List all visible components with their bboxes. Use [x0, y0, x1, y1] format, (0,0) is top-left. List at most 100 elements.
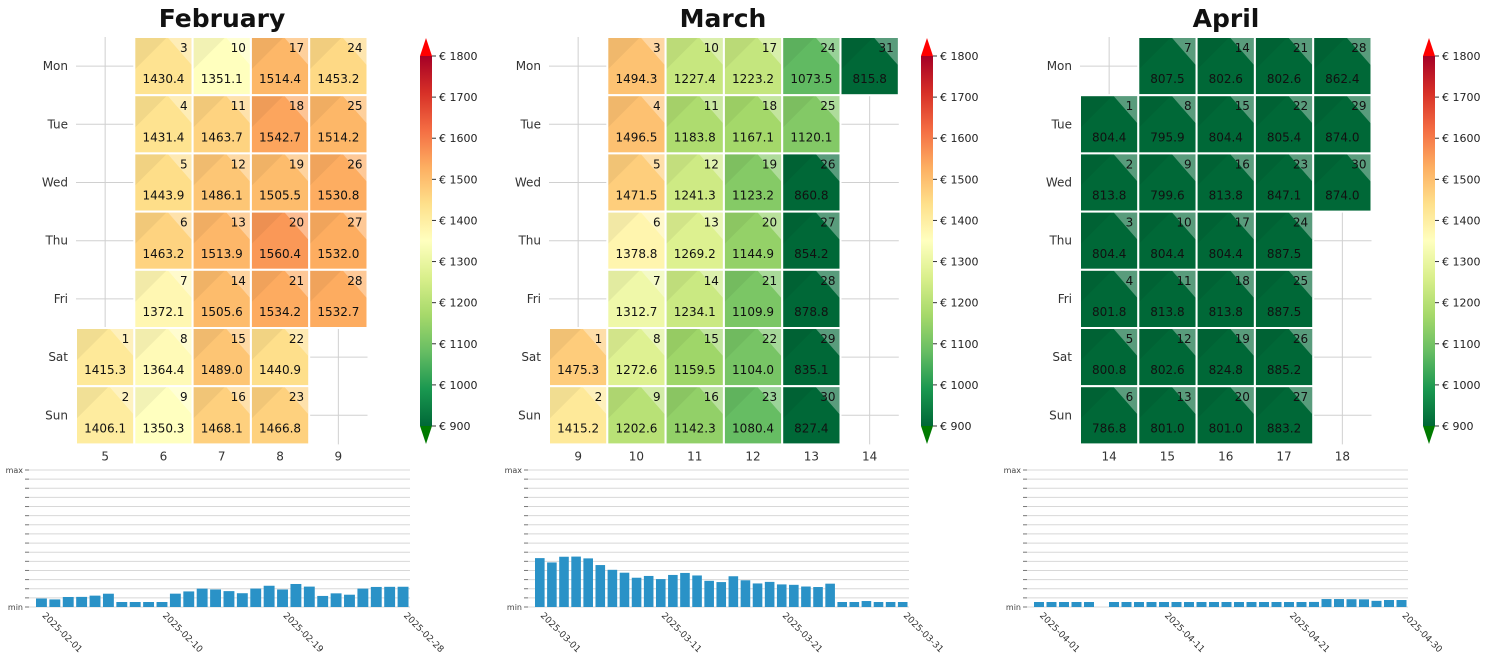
day-number: 31 [879, 41, 894, 55]
day-value: 1109.9 [732, 305, 774, 319]
weekday-label: Sun [45, 408, 68, 422]
week-number-label: 8 [276, 449, 284, 463]
day-value: 1463.2 [142, 247, 184, 261]
colorbar-min-arrow [921, 426, 933, 444]
daily-bar [62, 596, 74, 607]
week-number-label: 17 [1276, 449, 1291, 463]
day-number: 7 [180, 274, 188, 288]
colorbar-gradient [921, 56, 933, 426]
day-cell: 26 860.8 [781, 152, 842, 213]
day-cell: 29 874.0 [1312, 94, 1373, 155]
day-cell: 11 813.8 [1137, 268, 1198, 329]
corner-highlight [284, 154, 309, 182]
corner-highlight [343, 212, 367, 240]
day-value: 1351.1 [201, 72, 243, 86]
corner-highlight [757, 38, 782, 65]
day-number: 10 [704, 41, 719, 55]
day-cell: 19 824.8 [1195, 327, 1256, 388]
day-value: 1505.5 [259, 189, 301, 203]
corner-highlight [168, 154, 192, 182]
week-number-label: 6 [160, 449, 168, 463]
day-value: 885.2 [1267, 363, 1301, 377]
daily-bar [1296, 602, 1307, 607]
corner-highlight [757, 154, 782, 182]
corner-highlight [284, 212, 309, 240]
day-cell: 20 801.0 [1195, 385, 1256, 446]
day-number: 10 [231, 41, 246, 55]
colorbar: € 1800 € 1700 € 1600 € 1500 € 1400 € 1300 € 12… [420, 38, 478, 444]
day-value: 807.5 [1150, 72, 1184, 86]
day-cell: 6 1378.8 [606, 210, 667, 271]
day-number: 14 [1235, 41, 1250, 55]
day-number: 12 [1176, 332, 1191, 346]
day-value: 1463.7 [201, 130, 243, 144]
bar-x-tick-label: 2025-03-31 [901, 611, 945, 655]
colorbar-tick-label: € 900 [439, 420, 471, 433]
day-number: 6 [180, 216, 188, 230]
corner-highlight [1172, 270, 1196, 298]
colorbar-tick-label: € 1100 [439, 338, 478, 351]
daily-bar [764, 581, 775, 607]
day-cell: 12 802.6 [1137, 327, 1198, 388]
day-number: 23 [762, 390, 777, 404]
day-cell: 13 801.0 [1137, 385, 1198, 446]
day-cell: 22 1104.0 [722, 327, 784, 388]
daily-bar [1059, 602, 1069, 607]
daily-bar [849, 602, 860, 607]
day-number: 5 [1126, 332, 1134, 346]
daily-bar [1034, 602, 1044, 607]
daily-bar [776, 584, 787, 607]
day-cell: 8 1272.6 [606, 327, 667, 388]
day-value: 887.5 [1267, 247, 1301, 261]
daily-bar [789, 584, 799, 607]
daily-bar [1146, 602, 1157, 607]
day-cell: 8 1364.4 [133, 327, 194, 388]
day-cell: 19 1123.2 [722, 152, 784, 213]
day-value: 1364.4 [142, 363, 184, 377]
corner-highlight [284, 329, 309, 356]
daily-bar [752, 583, 763, 607]
day-number: 1 [1126, 99, 1134, 113]
day-number: 9 [1184, 157, 1192, 171]
weekday-label: Sat [1052, 350, 1072, 364]
day-number: 2 [595, 390, 603, 404]
day-cell: 5 1471.5 [606, 152, 667, 213]
day-number: 6 [1126, 390, 1134, 404]
day-number: 16 [231, 390, 246, 404]
weekday-label: Wed [42, 176, 68, 190]
day-cell: 23 1080.4 [722, 385, 784, 446]
day-cell: 3 1430.4 [133, 36, 194, 97]
day-cell: 17 1514.4 [249, 36, 311, 97]
day-number: 19 [762, 157, 777, 171]
day-number: 16 [1235, 157, 1250, 171]
week-number-label: 7 [218, 449, 226, 463]
weekday-label: Mon [1047, 59, 1072, 73]
daily-bar [1109, 602, 1119, 607]
bar-x-tick-label: 2025-03-01 [538, 611, 582, 655]
daily-bar [668, 574, 678, 607]
day-number: 13 [1176, 390, 1191, 404]
day-value: 1453.2 [317, 72, 359, 86]
bar-ylabel-min: min [1006, 603, 1021, 612]
daily-bar [631, 577, 642, 607]
day-value: 802.6 [1267, 72, 1301, 86]
day-value: 804.4 [1092, 247, 1126, 261]
day-value: 1269.2 [674, 247, 716, 261]
day-value: 874.0 [1325, 189, 1359, 203]
corner-highlight [1288, 212, 1313, 240]
day-number: 27 [1293, 390, 1308, 404]
day-number: 30 [1351, 157, 1366, 171]
day-number: 25 [347, 99, 362, 113]
daily-bar [813, 587, 823, 607]
day-value: 801.0 [1209, 421, 1243, 435]
colorbar-tick-label: € 1300 [940, 256, 979, 269]
day-cell: 7 1312.7 [606, 268, 667, 329]
corner-highlight [168, 96, 192, 124]
daily-bar [740, 580, 751, 607]
day-number: 10 [1176, 216, 1191, 230]
colorbar-tick-label: € 1800 [940, 50, 979, 63]
day-number: 5 [180, 157, 188, 171]
daily-bar [236, 593, 248, 607]
daily-bar [595, 565, 606, 607]
week-number-label: 9 [335, 449, 343, 463]
